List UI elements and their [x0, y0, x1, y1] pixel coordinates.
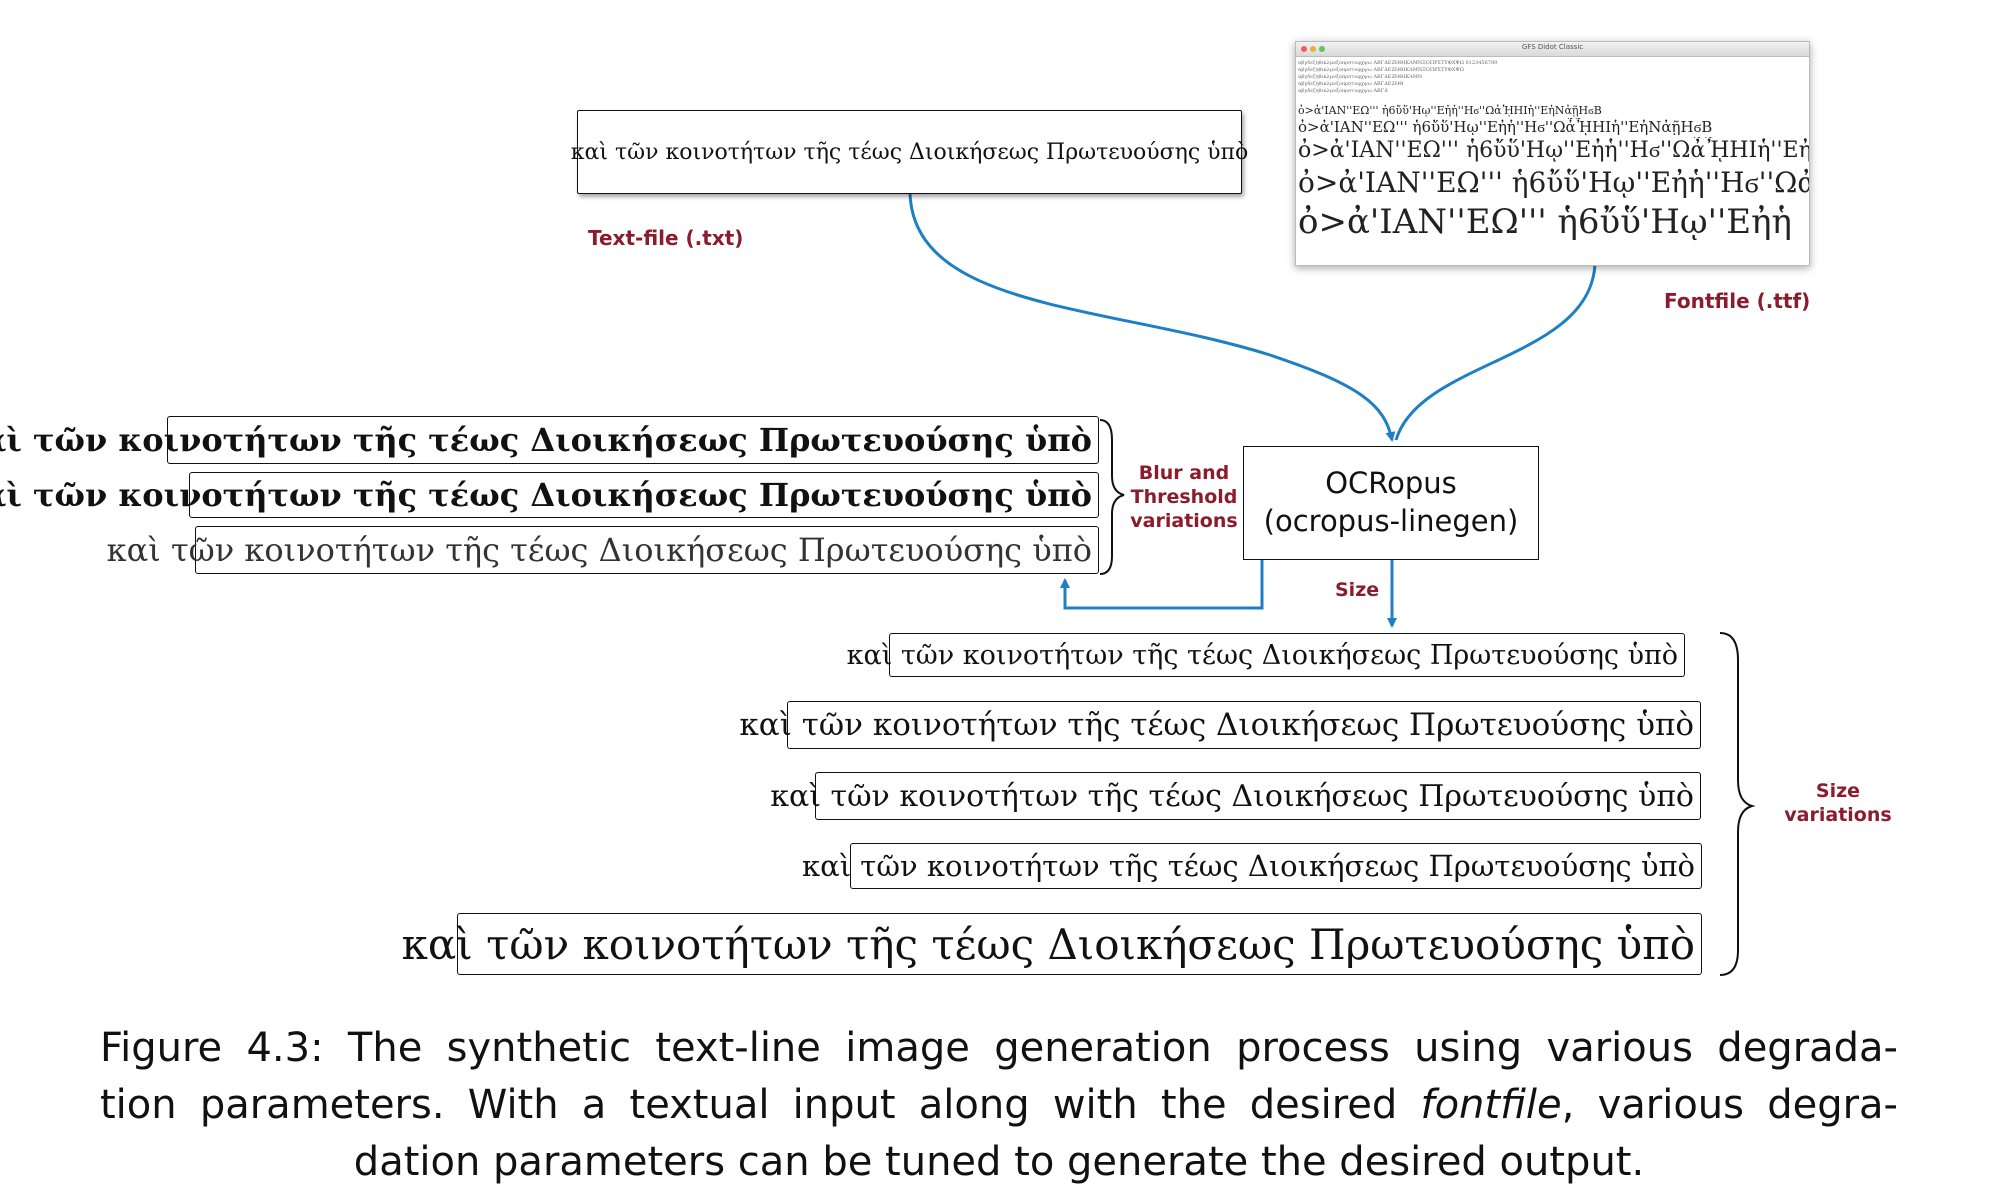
- fontfile-glyph-line: ὀ>ἀ'ΙΑΝ''ΕΩ''' ἡ6ὔὕ'Ηῳ''Εἠἡ''Ηϭ''ΩἆᾞΗΙἡ'…: [1298, 138, 1809, 163]
- fontfile-glyph-line: ὀ>ἀ'ΙΑΝ''ΕΩ''' ἡ6ὔὕ'Ηῳ''Εἠἡ''Ηϭ''ΩἆᾞΗΙἡ'…: [1298, 104, 1602, 117]
- size-variation-line: καὶ τῶν κοινοτήτων τῆς τέως Διοικήσεως Π…: [847, 633, 1685, 677]
- fontfile-glyph-line: ὀ>ἀ'ΙΑΝ''ΕΩ''' ἡ6ὔὕ'Ηῳ''Εἠἡ: [1298, 202, 1792, 242]
- size-arrow-label: Size: [1335, 579, 1380, 601]
- ocropus-box: OCRopus (ocropus-linegen): [1243, 446, 1539, 560]
- blur-brace: [1099, 419, 1125, 575]
- zoom-dot-icon: [1319, 46, 1325, 52]
- blur-variation-line: καὶ τῶν κοινοτήτων τῆς τέως Διοικήσεως Π…: [0, 472, 1099, 518]
- size-brace: [1719, 632, 1756, 976]
- caption-line-1: Figure 4.3: The synthetic text-line imag…: [100, 1025, 1898, 1071]
- ocropus-subtitle: (ocropus-linegen): [1263, 504, 1519, 538]
- text-file-label: Text-file (.txt): [588, 226, 744, 250]
- text-file-content: καὶ τῶν κοινοτήτων τῆς τέως Διοικήσεως Π…: [570, 139, 1249, 165]
- caption-line-2: tion parameters. With a textual input al…: [100, 1081, 1898, 1128]
- fontfile-sample-small: αβγδεζηθικλμνξοπρστυφχψω ΑΒΓΔΕΖΗΘΙΚΛΜΝΞΟ…: [1298, 60, 1498, 94]
- figure-caption: Figure 4.3: The synthetic text-line imag…: [100, 1020, 1898, 1190]
- blur-variation-line: καὶ τῶν κοινοτήτων τῆς τέως Διοικήσεως Π…: [0, 416, 1099, 464]
- fontfile-glyph-line: ὀ>ἀ'ΙΑΝ''ΕΩ''' ἡ6ὔὕ'Ηῳ''Εἠἡ''Ηϭ''ΩἆᾞΗΙἡ'…: [1298, 118, 1713, 136]
- text-file-box: καὶ τῶν κοινοτήτων τῆς τέως Διοικήσεως Π…: [571, 110, 1248, 194]
- caption-line-3: dation parameters can be tuned to genera…: [353, 1138, 1645, 1185]
- fontfile-label: Fontfile (.ttf): [1664, 289, 1811, 313]
- size-variation-line: καὶ τῶν κοινοτήτων τῆς τέως Διοικήσεως Π…: [802, 843, 1702, 889]
- size-variations-label: Size variations: [1784, 780, 1892, 826]
- blur-threshold-label: Blur and Threshold variations: [1130, 462, 1238, 532]
- blur-variation-line: καὶ τῶν κοινοτήτων τῆς τέως Διοικήσεως Π…: [107, 526, 1099, 574]
- fontfile-glyph-line: ὀ>ἀ'ΙΑΝ''ΕΩ''' ἡ6ὔὕ'Ηῳ''Εἠἡ''Ηϭ''Ωἀ: [1298, 166, 1809, 199]
- fontfile-preview: GFS Didot Classic αβγδεζηθικλμνξοπρστυφχ…: [1295, 41, 1810, 266]
- minimize-dot-icon: [1310, 46, 1316, 52]
- close-dot-icon: [1301, 46, 1307, 52]
- ocropus-title: OCRopus: [1325, 466, 1457, 501]
- text-to-ocropus-arrow: [908, 193, 1396, 442]
- font-to-ocropus-arrow: [1394, 263, 1597, 441]
- size-variation-line: καὶ τῶν κοινοτήτων τῆς τέως Διοικήσεως Π…: [739, 701, 1701, 749]
- fontfile-window-title: GFS Didot Classic: [1521, 43, 1584, 51]
- ocropus-to-blur-arrow: [1060, 560, 1264, 610]
- fontfile-titlebar: GFS Didot Classic: [1296, 42, 1809, 57]
- size-variation-line: καὶ τῶν κοινοτήτων τῆς τέως Διοικήσεως Π…: [402, 913, 1702, 975]
- size-variation-line: καὶ τῶν κοινοτήτων τῆς τέως Διοικήσεως Π…: [770, 772, 1701, 820]
